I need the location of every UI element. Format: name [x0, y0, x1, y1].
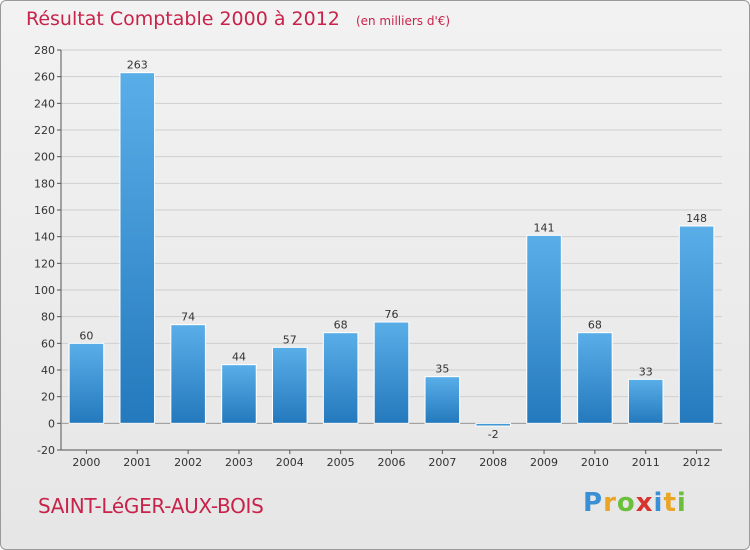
y-tick-label: 100: [34, 284, 55, 297]
y-tick-label: 180: [34, 177, 55, 190]
chart-title-text: Résultat Comptable 2000 à 2012: [26, 8, 340, 30]
x-tick-label-2002: 2002: [174, 456, 202, 469]
commune-name: SAINT-LéGER-AUX-BOIS: [38, 494, 264, 518]
labels: 60 263 74 44 57 68 76 35 -2 141 68 33 148: [79, 59, 707, 441]
bar-2010: [577, 332, 613, 424]
proxiti-logo: Proxiti: [583, 488, 687, 518]
y-tick-label: 140: [34, 231, 55, 244]
x-tick-label-2009: 2009: [530, 456, 558, 469]
bar-2002: [170, 324, 206, 424]
data-label-2010: 68: [588, 319, 602, 332]
logo-letter: i: [653, 488, 664, 518]
y-tick-label: 20: [41, 391, 55, 404]
logo-letter: i: [676, 488, 687, 518]
data-label-2011: 33: [639, 365, 653, 378]
logo-letter: x: [635, 488, 654, 518]
y-tick-label: -20: [37, 444, 55, 457]
y-tick-label: 260: [34, 71, 55, 84]
data-label-2002: 74: [181, 311, 195, 324]
bars: [68, 72, 715, 427]
x-tick-label-2005: 2005: [327, 456, 355, 469]
y-tick-label: 220: [34, 124, 55, 137]
x-tick-label-2006: 2006: [378, 456, 406, 469]
data-label-2000: 60: [79, 329, 93, 342]
data-label-2003: 44: [232, 351, 246, 364]
data-label-2004: 57: [283, 333, 297, 346]
data-label-2012: 148: [686, 212, 707, 225]
data-label-2005: 68: [334, 319, 348, 332]
bar-2008: [475, 422, 511, 427]
logo-letter: o: [616, 488, 636, 518]
bar-2000: [68, 342, 105, 424]
y-tick-label: 160: [34, 204, 55, 217]
axes: -20 0 20 40 60 80 100 120 140 160 180 200 220 240 260 2…: [34, 44, 722, 469]
x-tick-label-2007: 2007: [428, 456, 456, 469]
y-tick-label: 80: [41, 311, 55, 324]
y-tick-label: 60: [41, 337, 55, 350]
data-label-2006: 76: [385, 308, 399, 321]
chart-title: Résultat Comptable 2000 à 2012 (en milli…: [26, 8, 450, 30]
x-tick-label-2000: 2000: [72, 456, 100, 469]
bar-2007: [424, 376, 461, 424]
data-label-2007: 35: [435, 363, 449, 376]
y-tick-label: 200: [34, 151, 55, 164]
y-tick-label: 0: [48, 417, 55, 430]
x-tick-label-2008: 2008: [479, 456, 507, 469]
y-tick-label: 40: [41, 364, 55, 377]
x-tick-label-2003: 2003: [225, 456, 253, 469]
data-label-2001: 263: [127, 59, 148, 72]
logo-letter: r: [603, 488, 617, 518]
chart-subtitle: (en milliers d'€): [355, 14, 451, 28]
data-label-2009: 141: [534, 221, 555, 234]
x-tick-label-2012: 2012: [683, 456, 711, 469]
logo-letter: t: [663, 488, 677, 518]
x-tick-label-2004: 2004: [276, 456, 304, 469]
x-tick-label-2001: 2001: [123, 456, 151, 469]
data-label-2008: -2: [488, 428, 499, 441]
y-tick-label: 120: [34, 257, 55, 270]
x-tick-label-2011: 2011: [632, 456, 660, 469]
y-tick-label: 280: [34, 44, 55, 57]
bar-2005: [322, 332, 359, 424]
logo-letter: P: [583, 488, 604, 518]
bar-2001: [119, 72, 156, 424]
bar-2006: [373, 321, 410, 424]
bar-2003: [221, 364, 257, 424]
bar-2004: [272, 346, 308, 424]
bar-2011: [627, 378, 664, 424]
bar-2009: [526, 234, 562, 424]
bar-2012: [678, 225, 715, 424]
x-tick-label-2010: 2010: [581, 456, 609, 469]
y-tick-label: 240: [34, 97, 55, 110]
